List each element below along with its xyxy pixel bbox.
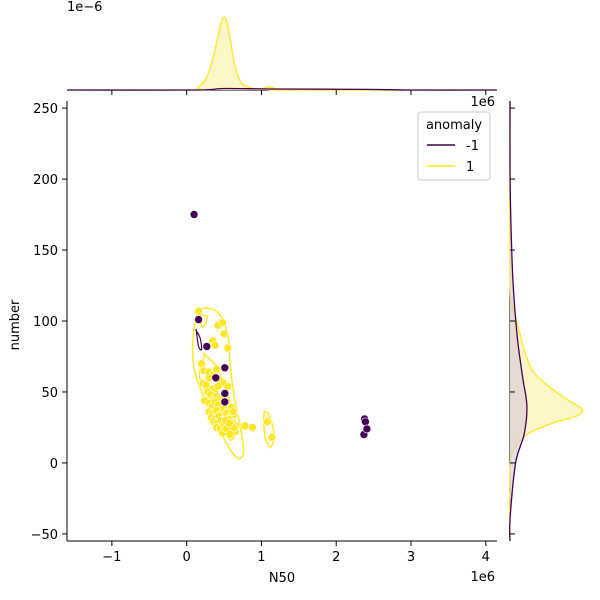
point-anomaly-pos <box>210 340 220 350</box>
right-marginal-density <box>508 100 584 542</box>
right-marginal-offset-label: 1e6 <box>470 95 495 110</box>
point-anomaly-pos <box>219 329 229 339</box>
point-anomaly-neg <box>194 315 203 324</box>
point-anomaly-pos <box>228 407 238 417</box>
x-tick-label: 1 <box>257 550 265 565</box>
right-density-line-pos <box>509 100 584 542</box>
top-marginal-offset-label: 1e−6 <box>67 0 102 15</box>
kde-contour-pos <box>199 314 209 328</box>
point-anomaly-pos <box>197 359 206 368</box>
point-anomaly-pos <box>223 343 233 353</box>
top-marginal-density <box>66 16 498 91</box>
point-anomaly-pos <box>225 430 235 439</box>
y-tick-label: −50 <box>31 528 58 543</box>
y-tick-label: 0 <box>50 457 58 472</box>
x-tick-label: 4 <box>482 550 490 565</box>
y-tick-label: 250 <box>33 102 58 117</box>
scatter-points <box>189 210 372 442</box>
point-anomaly-pos <box>213 381 223 391</box>
legend-label-pos: 1 <box>466 160 474 175</box>
x-tick-label: −1 <box>102 550 121 565</box>
point-anomaly-neg <box>211 373 221 383</box>
point-anomaly-pos <box>267 433 277 442</box>
point-anomaly-pos <box>212 364 221 374</box>
y-tick-label: 150 <box>33 244 58 259</box>
x-tick-label: 0 <box>183 550 191 565</box>
top-density-line-pos <box>66 16 498 91</box>
x-tick-label: 3 <box>407 550 415 565</box>
legend-frame <box>417 111 491 181</box>
legend-label-neg: -1 <box>466 139 479 154</box>
y-axis-label: number <box>8 299 23 350</box>
marginal-ticks <box>111 90 515 535</box>
point-anomaly-neg <box>362 424 372 434</box>
right-density-fill-neg <box>509 101 527 541</box>
point-anomaly-pos <box>263 417 272 427</box>
kde-contour-pos <box>262 410 275 449</box>
point-anomaly-pos <box>218 318 227 327</box>
x-axis-label: N50 <box>269 571 295 586</box>
y-tick-label: 200 <box>33 173 58 188</box>
point-anomaly-pos <box>223 381 233 391</box>
x-ticks: −1 0 1 2 3 4 <box>102 541 490 565</box>
point-anomaly-neg <box>189 210 199 219</box>
legend-title: anomaly <box>426 118 482 133</box>
point-anomaly-pos <box>194 306 203 316</box>
point-anomaly-neg <box>202 342 212 351</box>
right-density-fill-pos <box>509 101 583 541</box>
point-anomaly-neg <box>220 389 230 398</box>
x-offset-label: 1e6 <box>470 570 495 585</box>
point-anomaly-pos <box>240 421 250 431</box>
right-density-line-neg <box>508 100 528 542</box>
point-anomaly-neg <box>220 397 230 407</box>
x-tick-label: 2 <box>332 550 340 565</box>
point-anomaly-neg <box>220 363 230 373</box>
legend: anomaly -1 1 <box>417 111 491 181</box>
point-anomaly-pos <box>225 418 234 428</box>
y-tick-label: 100 <box>33 315 58 330</box>
kde-contour-pos <box>191 307 245 460</box>
point-anomaly-neg <box>361 417 370 427</box>
y-tick-label: 50 <box>41 386 58 401</box>
y-ticks: −50 0 50 100 150 200 250 <box>31 102 67 543</box>
top-density-fill-pos <box>67 16 497 91</box>
kde-contour-neg <box>195 328 203 351</box>
point-anomaly-pos <box>248 423 257 432</box>
